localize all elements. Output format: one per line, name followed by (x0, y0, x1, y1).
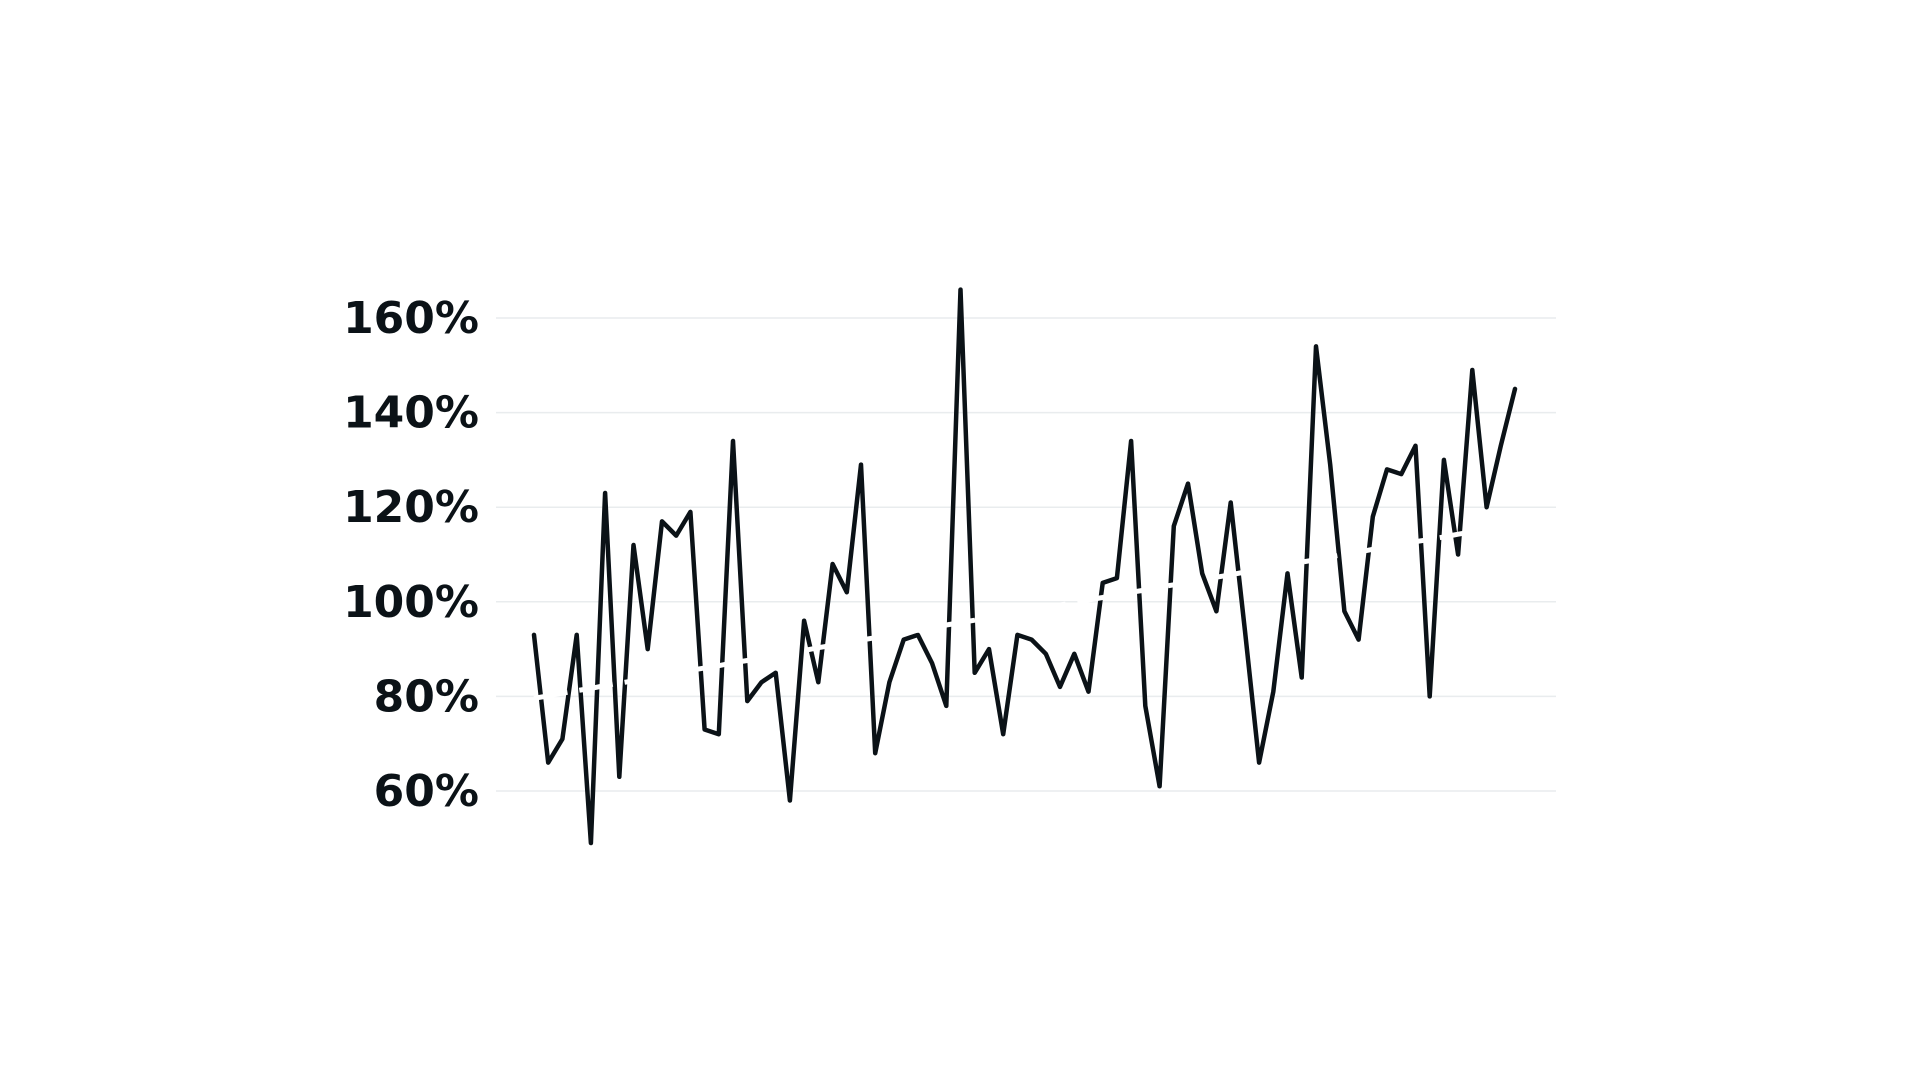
y-tick-label: 60% (374, 766, 479, 817)
y-tick-label: 100% (343, 577, 479, 628)
grid (496, 317, 1556, 792)
plot-area (531, 287, 1518, 846)
y-tick-label: 80% (374, 671, 479, 722)
y-axis: 60% 80% 100% 120% 140% 160% (343, 293, 479, 817)
trend-line (533, 521, 1516, 701)
y-tick-label: 120% (343, 482, 479, 533)
series-line (531, 287, 1518, 846)
y-tick-label: 160% (343, 293, 479, 344)
y-tick-label: 140% (343, 388, 479, 439)
